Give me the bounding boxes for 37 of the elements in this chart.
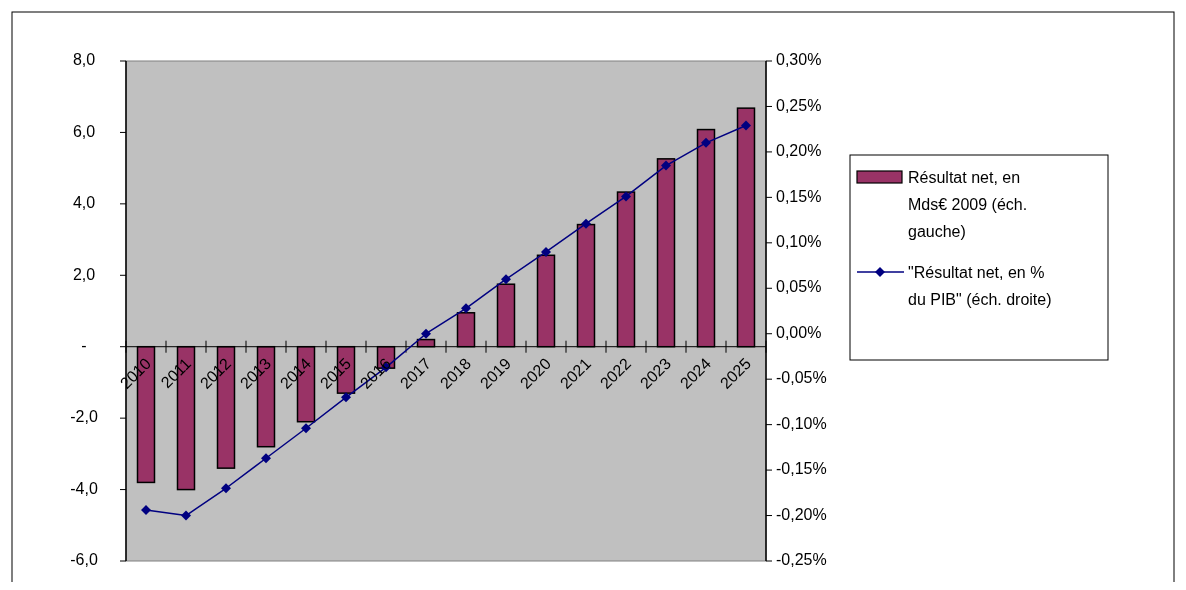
y2-tick-label: 0,00% [776,323,822,341]
point [141,505,151,516]
y-tick-label: - [81,336,87,354]
y2-tick-label: 0,10% [776,233,822,251]
y-tick-label: -2,0 [70,408,98,426]
point [501,274,511,285]
y2-tick-label: -0,20% [776,505,827,523]
point [741,120,751,131]
legend-label: Résultat net, en Mds€ 2009 (éch. gauche) [908,169,1028,240]
y-tick-label: 2,0 [72,265,96,283]
y2-tick-label: 0,05% [776,278,822,296]
y2-tick-label: 0,20% [776,142,822,160]
y2-tick-label: -0,15% [776,460,827,478]
point [421,328,431,339]
y2-tick-label: -0,25% [776,551,827,569]
point [221,483,231,494]
y-tick-label: 4,0 [72,194,96,212]
y2-tick-label: 0,25% [776,96,822,114]
y-tick-label: 6,0 [72,122,96,140]
legend-label: "Résultat net, en % du PIB" (éch. droite) [908,264,1052,308]
point [661,160,671,171]
point [341,392,351,403]
point [181,510,191,521]
y2-tick-label: -0,05% [776,369,827,387]
y2-tick-label: 0,30% [776,51,822,69]
y-tick-label: 8,0 [72,51,96,69]
y2-tick-label: 0,15% [776,187,822,205]
point [541,246,551,257]
point [621,191,631,202]
y-tick-label: -4,0 [70,479,98,497]
point [581,218,591,229]
point [301,423,311,434]
y-tick-label: -6,0 [70,551,98,569]
point [261,453,271,464]
point [461,303,471,314]
y2-tick-label: -0,10% [776,414,827,432]
point [701,137,711,148]
